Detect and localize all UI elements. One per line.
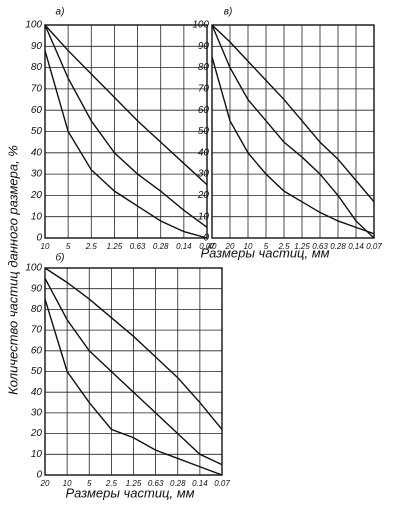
- x-tick-label: 10: [63, 479, 72, 488]
- curve: [44, 298, 223, 476]
- y-tick-label: 90: [31, 41, 43, 52]
- x-tick-label: 0.63: [148, 479, 164, 488]
- x-tick-label: 20: [225, 242, 235, 251]
- x-axis-label: Размеры частиц, мм: [200, 245, 329, 260]
- x-tick-label: 0.14: [176, 242, 192, 251]
- x-tick-label: 0.07: [199, 242, 215, 251]
- y-tick-label: 100: [25, 20, 42, 31]
- curve: [44, 278, 223, 466]
- x-tick-label: 0.14: [348, 242, 364, 251]
- y-tick-label: 40: [198, 147, 210, 158]
- x-tick-label: 0.63: [130, 242, 146, 251]
- y-tick-label: 100: [25, 263, 42, 274]
- x-axis-label: Размеры частиц, мм: [65, 485, 194, 500]
- y-tick-label: 10: [31, 449, 43, 460]
- x-tick-label: 0.28: [170, 479, 186, 488]
- y-tick-label: 10: [31, 211, 43, 222]
- x-tick-label: 20: [40, 479, 50, 488]
- y-tick-label: 70: [31, 325, 43, 336]
- panel-label: а): [56, 7, 65, 18]
- x-tick-label: 1.25: [294, 242, 310, 251]
- x-tick-label: 2.5: [105, 479, 118, 488]
- panel-label: в): [224, 7, 233, 18]
- y-tick-label: 40: [31, 147, 43, 158]
- y-tick-label: 90: [31, 283, 43, 294]
- y-tick-label: 0: [36, 470, 42, 481]
- y-tick-label: 30: [31, 408, 43, 419]
- y-tick-label: 80: [198, 62, 210, 73]
- curve: [44, 24, 208, 228]
- plot-frame: [44, 24, 208, 239]
- curve: [211, 56, 375, 235]
- x-tick-label: 0.28: [153, 242, 169, 251]
- curve: [211, 24, 375, 239]
- y-tick-label: 60: [31, 105, 43, 116]
- x-tick-label: 1.25: [107, 242, 123, 251]
- x-tick-label: 40: [208, 242, 217, 251]
- y-tick-label: 60: [198, 105, 210, 116]
- x-tick-label: 0.07: [214, 479, 230, 488]
- x-tick-label: 1.25: [126, 479, 142, 488]
- y-tick-label: 90: [198, 41, 210, 52]
- y-axis-label: Количество частиц данного размера, %: [5, 145, 20, 395]
- x-tick-label: 5: [87, 479, 92, 488]
- y-tick-label: 20: [30, 190, 43, 201]
- y-tick-label: 0: [203, 233, 209, 244]
- x-tick-label: 0.28: [330, 242, 346, 251]
- x-tick-label: 0.63: [312, 242, 328, 251]
- y-tick-label: 70: [31, 84, 43, 95]
- x-tick-label: 10: [244, 242, 253, 251]
- x-tick-label: 5: [264, 242, 269, 251]
- x-tick-label: 5: [66, 242, 71, 251]
- x-tick-label: 0.07: [366, 242, 382, 251]
- x-tick-label: 2.5: [85, 242, 98, 251]
- x-tick-label: 2.5: [277, 242, 290, 251]
- curve: [44, 267, 223, 430]
- y-tick-label: 50: [31, 366, 43, 377]
- plot-frame: [44, 267, 223, 476]
- curve: [211, 24, 375, 203]
- panel-label: б): [56, 252, 65, 264]
- x-tick-label: 0.14: [192, 479, 208, 488]
- curve: [44, 50, 208, 239]
- y-tick-label: 40: [31, 387, 43, 398]
- y-tick-label: 80: [31, 62, 43, 73]
- y-tick-label: 0: [36, 233, 42, 244]
- curve: [44, 24, 208, 186]
- y-tick-label: 70: [198, 84, 210, 95]
- y-tick-label: 100: [192, 20, 209, 31]
- plot-frame: [211, 24, 375, 239]
- y-tick-label: 80: [31, 304, 43, 315]
- x-tick-label: 10: [41, 242, 50, 251]
- y-tick-label: 20: [30, 428, 43, 439]
- y-tick-label: 20: [197, 190, 210, 201]
- y-tick-label: 50: [198, 126, 210, 137]
- y-tick-label: 30: [198, 169, 210, 180]
- y-tick-label: 10: [198, 211, 210, 222]
- y-tick-label: 30: [31, 169, 43, 180]
- y-tick-label: 50: [31, 126, 43, 137]
- y-tick-label: 60: [31, 345, 43, 356]
